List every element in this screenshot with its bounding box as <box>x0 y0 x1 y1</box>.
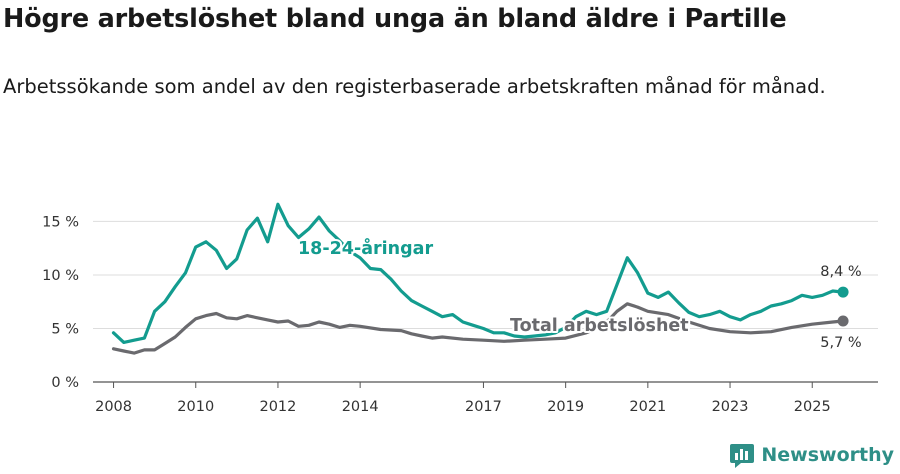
newsworthy-logo-icon <box>730 444 755 468</box>
series-lines <box>111 202 849 355</box>
y-tick-label: 5 % <box>51 321 79 337</box>
series-end-dot <box>837 315 849 327</box>
series-end-dot <box>837 286 849 298</box>
series-label-youth: 18-24-åringar <box>298 237 433 259</box>
y-tick-label: 15 % <box>42 214 79 230</box>
series-line-youth <box>111 202 845 344</box>
series-label-total: Total arbetslöshet <box>510 316 689 336</box>
end-value-youth: 8,4 % <box>820 264 861 280</box>
x-tick-label: 2025 <box>794 399 831 415</box>
chart-title: Högre arbetslöshet bland unga än bland ä… <box>3 4 787 34</box>
x-tick-label: 2008 <box>95 399 132 415</box>
x-tick-label: 2017 <box>465 399 502 415</box>
x-tick-label: 2014 <box>342 399 379 415</box>
x-tick-label: 2012 <box>259 399 296 415</box>
y-axis: 0 % 5 % 10 % 15 % <box>42 214 79 391</box>
x-axis: 2008 2010 2012 2014 2017 2019 2021 2023 2025 <box>95 382 831 415</box>
x-tick-label: 2010 <box>177 399 214 415</box>
series-line-total <box>111 302 845 355</box>
y-tick-label: 10 % <box>42 268 79 284</box>
series-labels: Total arbetslöshet 18-24-åringar 8,4 % 5,7 … <box>296 235 862 351</box>
x-tick-label: 2019 <box>547 399 584 415</box>
brand-logo: Newsworthy <box>729 442 894 468</box>
brand-name: Newsworthy <box>761 444 894 466</box>
x-tick-label: 2023 <box>712 399 749 415</box>
x-tick-label: 2021 <box>629 399 666 415</box>
chart-subtitle: Arbetssökande som andel av den registerb… <box>3 75 826 98</box>
end-value-total: 5,7 % <box>820 335 861 351</box>
y-tick-label: 0 % <box>51 375 79 391</box>
